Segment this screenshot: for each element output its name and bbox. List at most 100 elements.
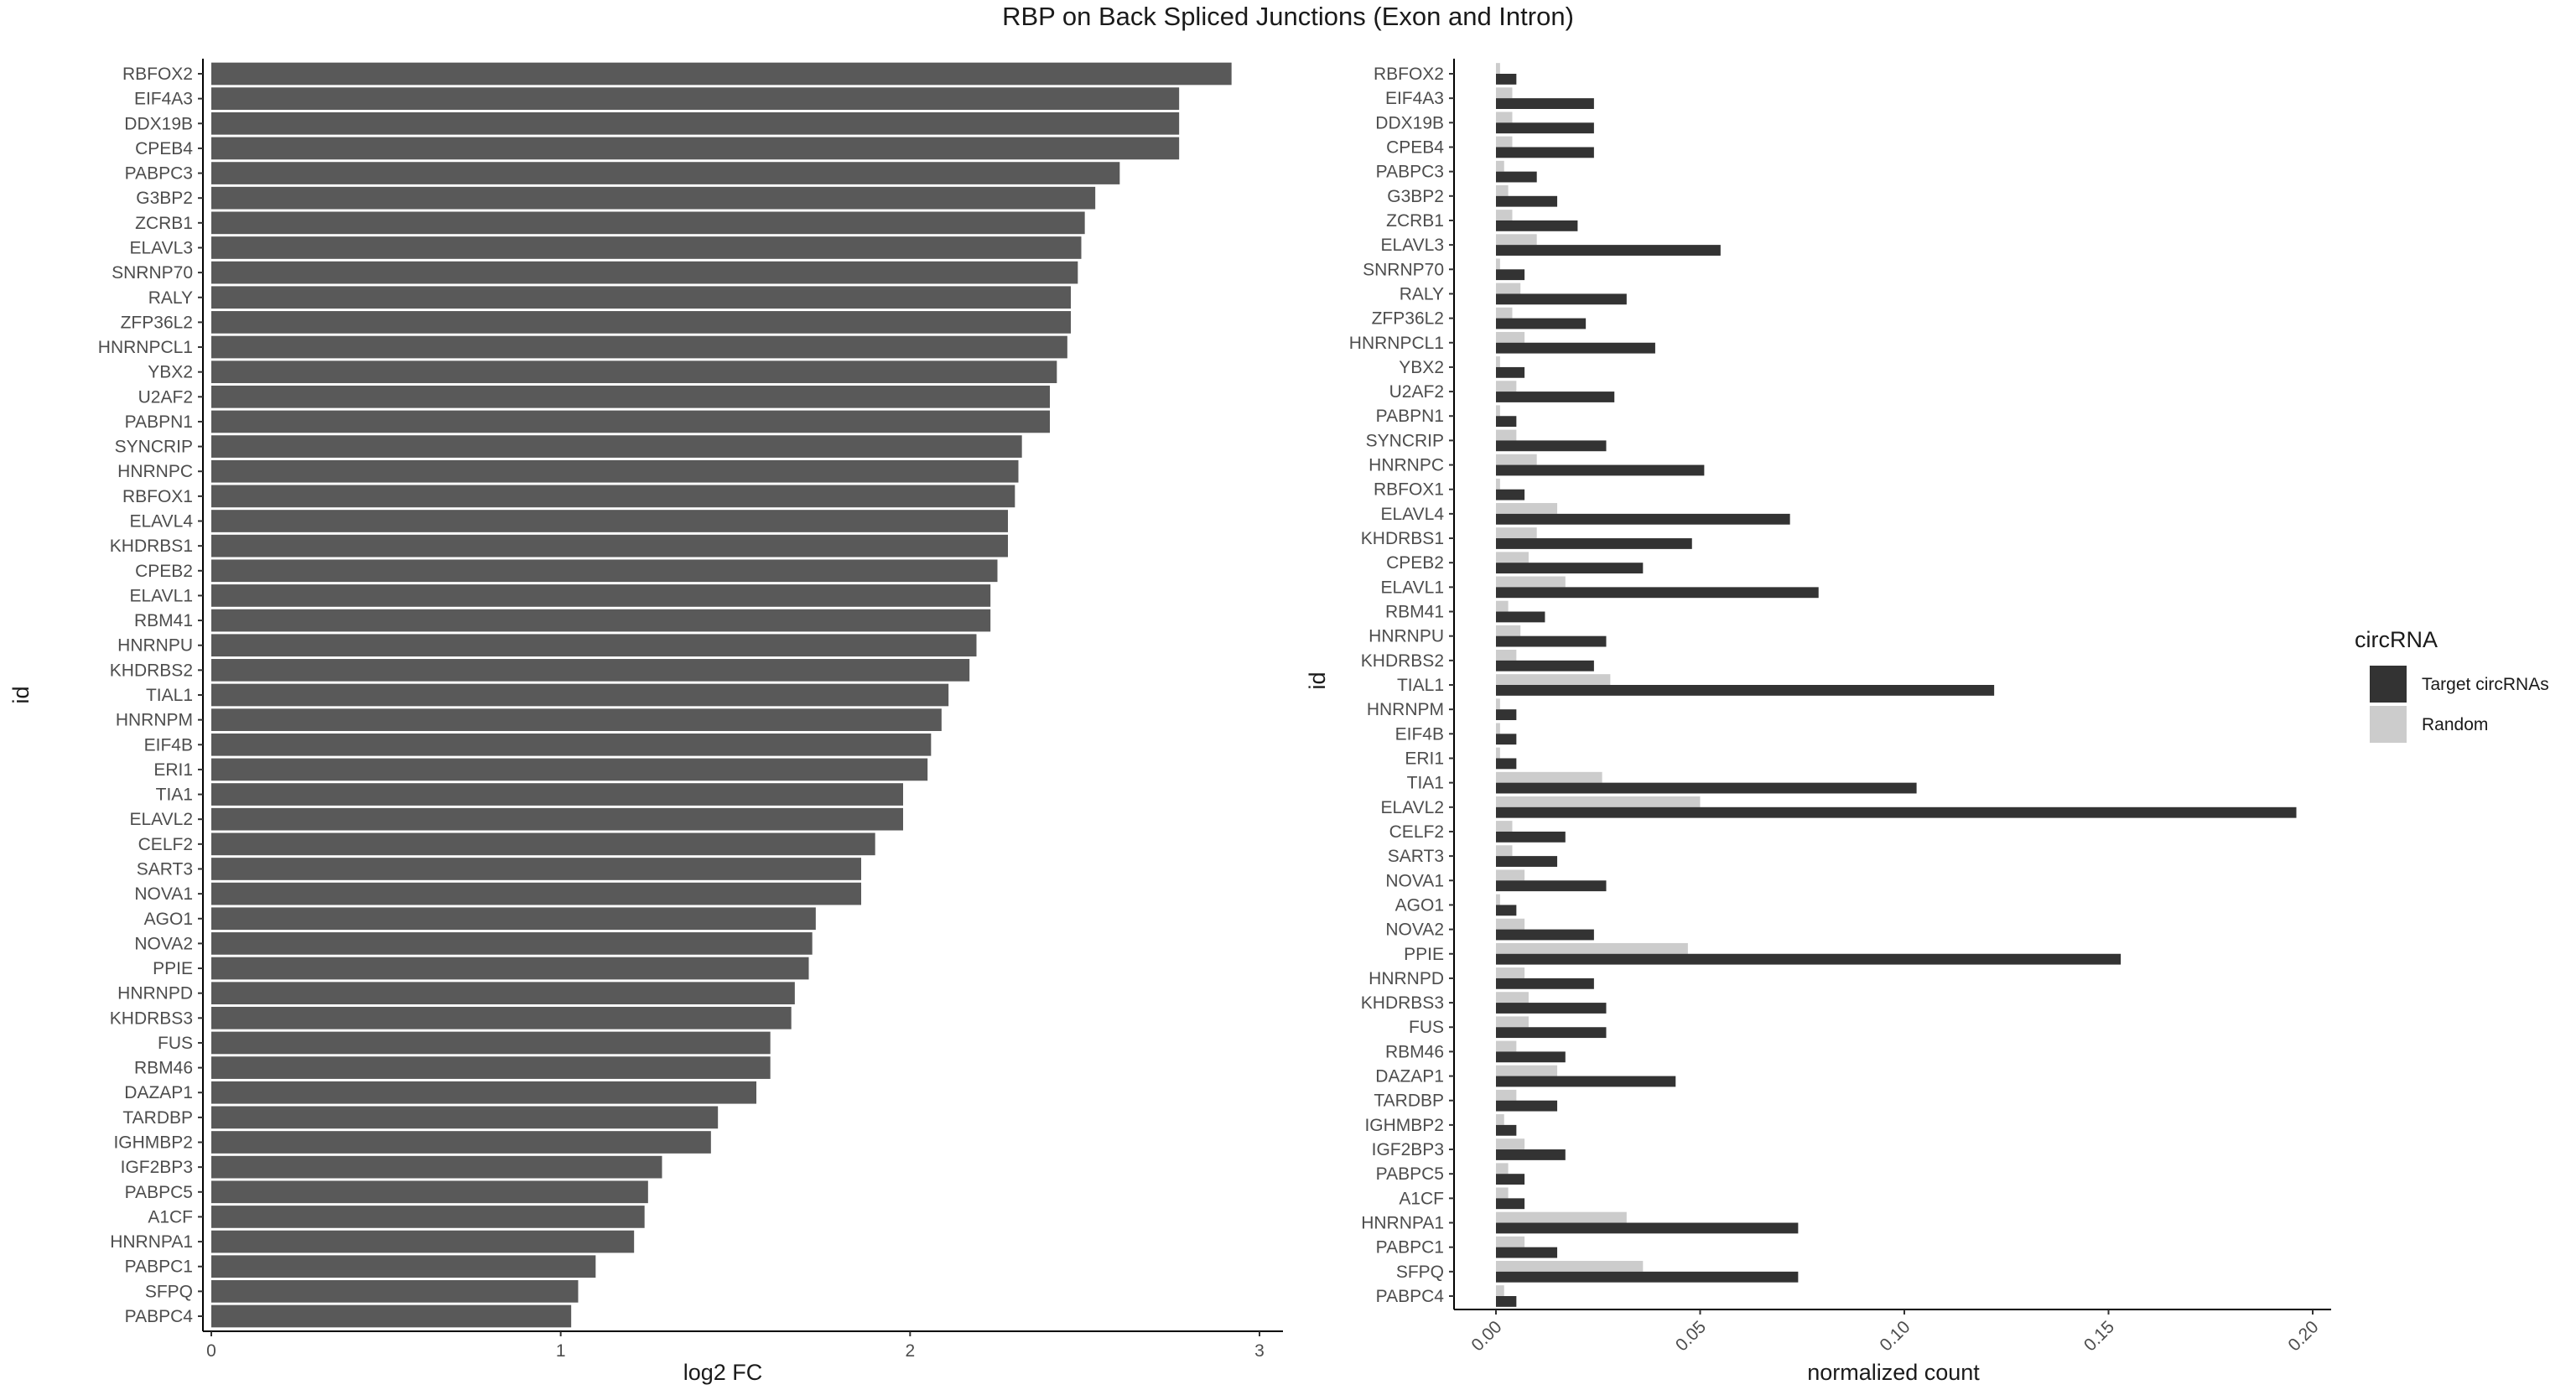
y-tick-label-nova1: NOVA1 xyxy=(1385,871,1444,890)
y-tick-label-elavl3: ELAVL3 xyxy=(1381,236,1445,255)
y-tick-label-ddx19b: DDX19B xyxy=(124,114,193,133)
bar-target-sfpq xyxy=(1496,1271,1799,1283)
y-tick-label-raly: RALY xyxy=(1400,284,1444,303)
bar-rbm46 xyxy=(211,1056,771,1079)
y-tick-label-raly: RALY xyxy=(148,288,193,308)
y-tick-label-nova1: NOVA1 xyxy=(134,884,193,904)
bar-target-a1cf xyxy=(1496,1198,1525,1210)
y-tick-label-sfpq: SFPQ xyxy=(1396,1263,1444,1282)
bar-random-cpeb2 xyxy=(1496,552,1529,563)
bar-target-zcrb1 xyxy=(1496,220,1578,231)
bar-zcrb1 xyxy=(211,211,1085,235)
bar-target-eif4a3 xyxy=(1496,98,1594,109)
bar-random-hnrnpa1 xyxy=(1496,1211,1627,1223)
bar-khdrbs2 xyxy=(211,659,970,682)
bar-pabpn1 xyxy=(211,410,1050,433)
y-tick-label-khdrbs3: KHDRBS3 xyxy=(1361,993,1444,1013)
y-tick-label-tardbp: TARDBP xyxy=(1374,1092,1444,1111)
bar-random-sfpq xyxy=(1496,1261,1644,1272)
bar-random-u2af2 xyxy=(1496,381,1517,392)
y-tick-label-pabpc5: PABPC5 xyxy=(1376,1164,1444,1184)
y-tick-label-ybx2: YBX2 xyxy=(1399,358,1444,377)
bar-target-cpeb4 xyxy=(1496,147,1594,158)
bar-target-hnrnpd xyxy=(1496,978,1594,989)
bar-sart3 xyxy=(211,858,861,880)
bar-random-elavl4 xyxy=(1496,503,1558,514)
y-tick-label-zfp36l2: ZFP36L2 xyxy=(1372,309,1444,329)
y-tick-label-a1cf: A1CF xyxy=(148,1207,193,1226)
bar-target-rbm41 xyxy=(1496,611,1545,623)
bar-nova1 xyxy=(211,882,861,905)
y-tick-label-nova2: NOVA2 xyxy=(1385,920,1444,940)
bar-random-a1cf xyxy=(1496,1187,1509,1199)
bar-target-rbm46 xyxy=(1496,1051,1566,1063)
bar-random-syncrip xyxy=(1496,429,1517,441)
left-panel: RBFOX2 EIF4A3 DDX19B CPEB4 PABPC3 G3BP2 ZCRB1 E… xyxy=(8,59,1283,1385)
bar-target-elavl2 xyxy=(1496,806,2297,818)
bar-random-dazap1 xyxy=(1496,1065,1558,1076)
bar-g3bp2 xyxy=(211,186,1096,210)
bar-target-hnrnpc xyxy=(1496,464,1705,476)
bar-random-zcrb1 xyxy=(1496,210,1513,220)
y-tick-label-pabpn1: PABPN1 xyxy=(125,412,193,432)
bar-random-ddx19b xyxy=(1496,111,1513,123)
bar-ybx2 xyxy=(211,360,1057,384)
y-tick-label-rbm41: RBM41 xyxy=(1385,603,1444,622)
bar-random-celf2 xyxy=(1496,821,1513,832)
y-tick-label-ighmbp2: IGHMBP2 xyxy=(113,1133,193,1153)
bar-random-pabpc4 xyxy=(1496,1285,1504,1296)
left-x-axis-title: log2 FC xyxy=(683,1360,763,1385)
bar-target-celf2 xyxy=(1496,831,1566,843)
y-tick-label-pabpc4: PABPC4 xyxy=(125,1307,194,1326)
bar-target-hnrnpa1 xyxy=(1496,1222,1799,1234)
y-tick-label-tia1: TIA1 xyxy=(156,786,193,805)
bar-elavl4 xyxy=(211,510,1008,532)
bar-target-g3bp2 xyxy=(1496,195,1558,207)
bar-target-hnrnpm xyxy=(1496,709,1517,720)
bar-random-sart3 xyxy=(1496,845,1513,857)
right-panel: RBFOX2 EIF4A3 DDX19B CPEB4 PABPC3 G3BP2 ZCRB1 E… xyxy=(1305,59,2331,1385)
bar-target-eif4b xyxy=(1496,734,1517,745)
y-tick-label-hnrnpcl1: HNRNPCL1 xyxy=(98,338,193,357)
bar-random-tia1 xyxy=(1496,771,1602,783)
bar-tial1 xyxy=(211,683,949,707)
bar-random-elavl1 xyxy=(1496,576,1566,588)
y-tick-label-pabpc5: PABPC5 xyxy=(125,1183,193,1202)
y-tick-label-cpeb4: CPEB4 xyxy=(1386,137,1444,157)
bar-target-elavl1 xyxy=(1496,587,1819,599)
bar-syncrip xyxy=(211,435,1022,458)
bar-ppie xyxy=(211,957,809,980)
bar-target-hnrnpu xyxy=(1496,635,1607,647)
y-tick-label-eif4b: EIF4B xyxy=(1395,724,1444,744)
y-tick-label-hnrnpa1: HNRNPA1 xyxy=(110,1232,193,1252)
bar-zfp36l2 xyxy=(211,311,1071,334)
y-tick-label-dazap1: DAZAP1 xyxy=(1375,1067,1444,1086)
y-tick-label-tardbp: TARDBP xyxy=(122,1108,193,1128)
bar-hnrnpc xyxy=(211,459,1019,483)
y-tick-label-syncrip: SYNCRIP xyxy=(1366,431,1444,450)
bar-target-zfp36l2 xyxy=(1496,318,1587,329)
bar-target-raly xyxy=(1496,293,1627,305)
y-tick-label-ago1: AGO1 xyxy=(1395,895,1444,915)
y-tick-label-hnrnpm: HNRNPM xyxy=(1367,700,1444,719)
bar-target-ago1 xyxy=(1496,905,1517,916)
bar-target-sart3 xyxy=(1496,856,1558,867)
bar-target-ppie xyxy=(1496,953,2122,965)
bar-cpeb4 xyxy=(211,137,1180,160)
y-tick-label-zfp36l2: ZFP36L2 xyxy=(121,313,193,332)
bar-random-rbfox1 xyxy=(1496,478,1500,490)
bar-target-tia1 xyxy=(1496,782,1917,794)
bar-target-pabpn1 xyxy=(1496,416,1517,428)
bar-cpeb2 xyxy=(211,559,998,583)
y-tick-label-zcrb1: ZCRB1 xyxy=(1386,211,1444,231)
y-tick-label-syncrip: SYNCRIP xyxy=(115,438,193,457)
bar-target-ighmbp2 xyxy=(1496,1124,1517,1136)
legend-label-target-circrnas: Target circRNAs xyxy=(2422,675,2549,694)
bar-random-fus xyxy=(1496,1016,1529,1028)
y-tick-label-hnrnpc: HNRNPC xyxy=(117,462,193,481)
bar-random-pabpc3 xyxy=(1496,160,1504,172)
y-tick-label-elavl1: ELAVL1 xyxy=(1381,578,1445,597)
y-tick-label-fus: FUS xyxy=(158,1034,193,1053)
bar-target-tial1 xyxy=(1496,685,1995,696)
bar-random-khdrbs3 xyxy=(1496,992,1529,1003)
